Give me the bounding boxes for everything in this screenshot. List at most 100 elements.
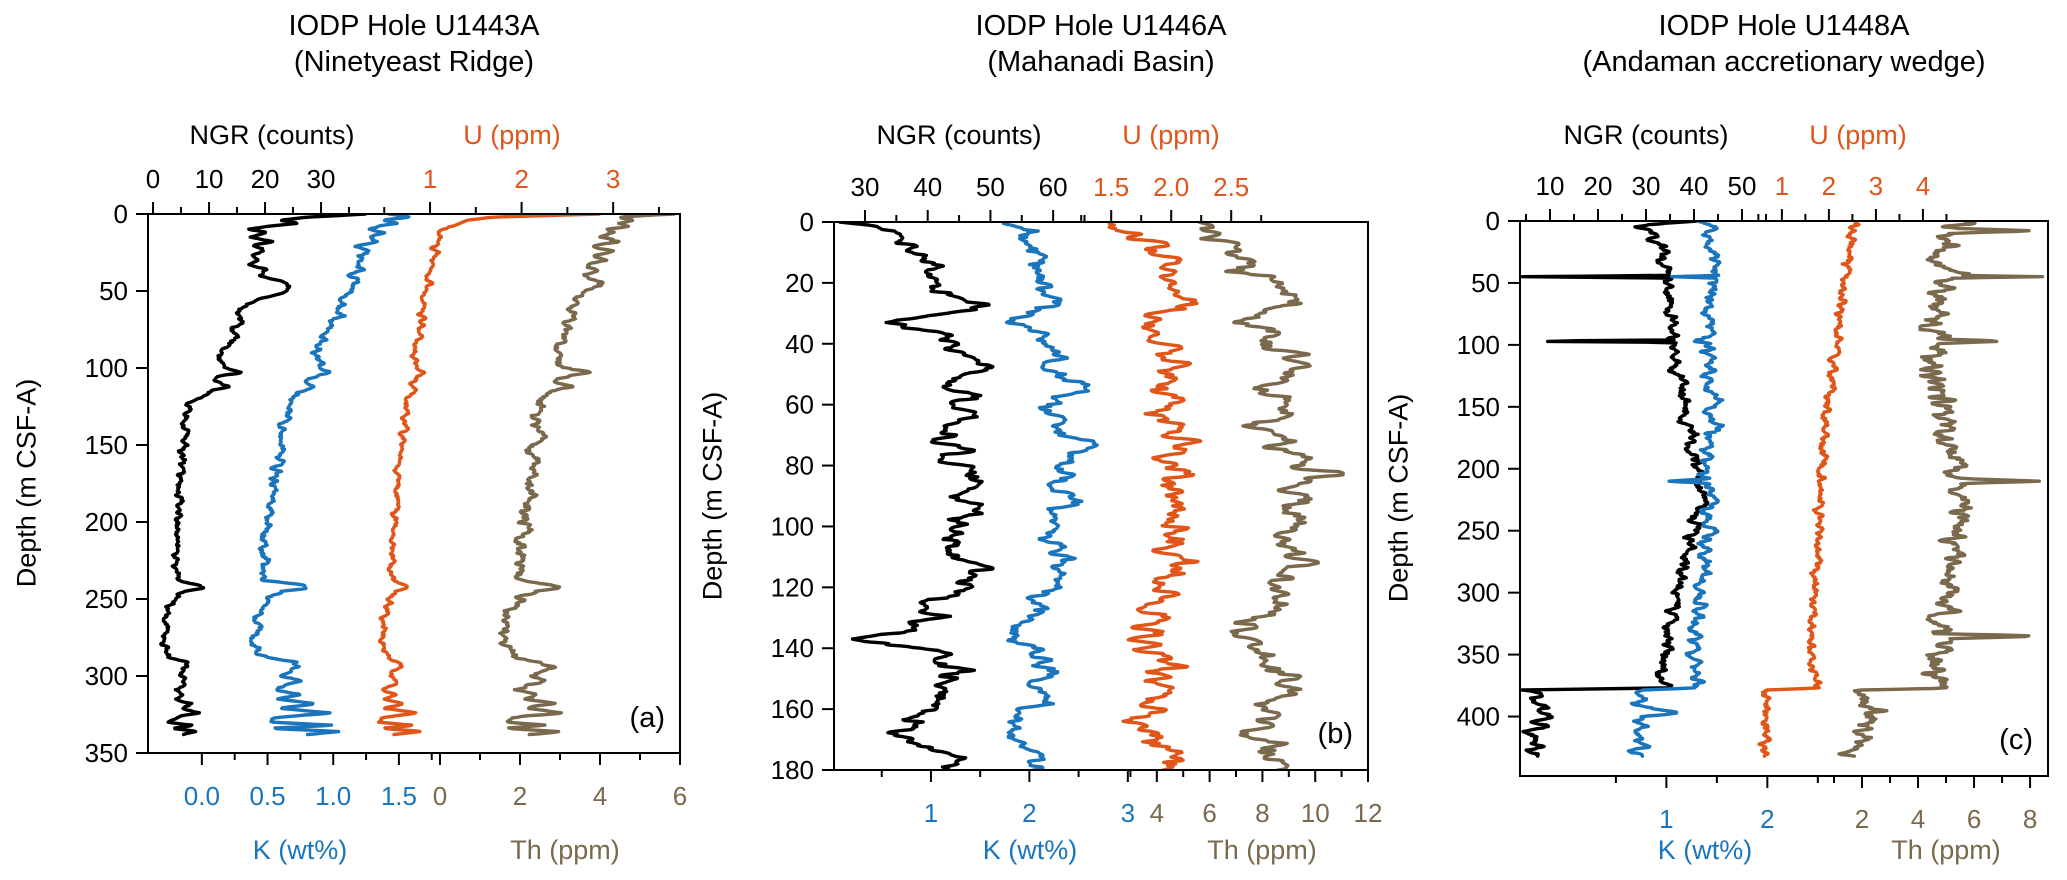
panel-a-depth-axis-label: Depth (m CSF-A) bbox=[11, 378, 42, 588]
axis-tick-label: 50 bbox=[976, 172, 1005, 202]
axis-tick-label: 1 bbox=[924, 798, 938, 828]
axis-tick-label: 30 bbox=[851, 172, 880, 202]
depth-tick-label: 300 bbox=[85, 661, 128, 691]
axis-tick-label: 8 bbox=[1255, 798, 1269, 828]
axis-tick-label: 10 bbox=[1536, 171, 1565, 201]
axis-tick-label: 40 bbox=[913, 172, 942, 202]
axis-tick-label: 2 bbox=[514, 164, 528, 194]
depth-tick-label: 140 bbox=[771, 633, 814, 663]
axis-tick-label: 0.0 bbox=[184, 781, 220, 811]
panel-a-frame bbox=[147, 213, 681, 754]
depth-tick-label: 40 bbox=[785, 329, 814, 359]
axis-tick-label: 6 bbox=[1202, 798, 1216, 828]
panel-c-u-axis-label: U (ppm) bbox=[1809, 120, 1907, 150]
depth-tick-label: 200 bbox=[85, 507, 128, 537]
panel-b-ngr-axis-label: NGR (counts) bbox=[876, 120, 1042, 150]
depth-tick-label: 250 bbox=[1457, 516, 1500, 546]
axis-tick-label: 8 bbox=[2023, 804, 2037, 834]
panel-b-depth-axis-label: Depth (m CSF-A) bbox=[697, 391, 728, 601]
axis-tick-label: 0 bbox=[146, 164, 160, 194]
panel-a-u-axis-label: U (ppm) bbox=[463, 120, 561, 150]
panel-a-th-axis-label: Th (ppm) bbox=[510, 835, 620, 865]
depth-tick-label: 100 bbox=[771, 511, 814, 541]
depth-tick-label: 20 bbox=[785, 268, 814, 298]
depth-tick-label: 150 bbox=[1457, 392, 1500, 422]
axis-tick-label: 3 bbox=[606, 164, 620, 194]
axis-tick-label: 2.0 bbox=[1153, 172, 1189, 202]
axis-tick-label: 3 bbox=[1869, 171, 1883, 201]
depth-tick-label: 0 bbox=[114, 199, 128, 229]
panel-c-frame bbox=[1519, 220, 2049, 777]
axis-tick-label: 10 bbox=[1301, 798, 1330, 828]
series-u-panel-c bbox=[1757, 222, 1861, 758]
depth-tick-label: 350 bbox=[85, 738, 128, 768]
axis-tick-label: 1.5 bbox=[381, 781, 417, 811]
panel-c-depth-axis-label: Depth (m CSF-A) bbox=[1383, 393, 1414, 603]
series-u-panel-a bbox=[376, 215, 601, 737]
panel-a-ngr-axis-label: NGR (counts) bbox=[189, 120, 355, 150]
series-ngr-panel-b bbox=[838, 223, 995, 769]
axis-tick-label: 2.5 bbox=[1213, 172, 1249, 202]
axis-tick-label: 20 bbox=[251, 164, 280, 194]
depth-tick-label: 50 bbox=[1471, 268, 1500, 298]
axis-tick-label: 2 bbox=[513, 781, 527, 811]
series-th-panel-a bbox=[498, 215, 676, 737]
panel-c-corner-label: (c) bbox=[1999, 724, 2033, 756]
axis-tick-label: 40 bbox=[1680, 171, 1709, 201]
axis-tick-label: 30 bbox=[1632, 171, 1661, 201]
panel-b-corner-label: (b) bbox=[1317, 718, 1353, 750]
depth-tick-label: 100 bbox=[85, 353, 128, 383]
depth-tick-label: 400 bbox=[1457, 702, 1500, 732]
panel-b-th-axis-label: Th (ppm) bbox=[1207, 835, 1317, 865]
axis-tick-label: 6 bbox=[673, 781, 687, 811]
depth-tick-label: 50 bbox=[99, 276, 128, 306]
depth-tick-label: 200 bbox=[1457, 454, 1500, 484]
depth-tick-label: 80 bbox=[785, 451, 814, 481]
depth-tick-label: 120 bbox=[771, 572, 814, 602]
panel-b-subtitle: (Mahanadi Basin) bbox=[987, 46, 1215, 78]
depth-tick-label: 150 bbox=[85, 430, 128, 460]
axis-tick-label: 4 bbox=[593, 781, 607, 811]
axis-tick-label: 1.0 bbox=[315, 781, 351, 811]
panel-c-th-axis-label: Th (ppm) bbox=[1891, 835, 2001, 865]
axis-tick-label: 1.5 bbox=[1093, 172, 1129, 202]
series-k-panel-b bbox=[1001, 223, 1099, 769]
depth-tick-label: 60 bbox=[785, 390, 814, 420]
axis-tick-label: 50 bbox=[1728, 171, 1757, 201]
axis-tick-label: 1 bbox=[1775, 171, 1789, 201]
series-k-panel-a bbox=[249, 215, 411, 737]
series-ngr-panel-a bbox=[159, 215, 367, 737]
axis-tick-label: 30 bbox=[307, 164, 336, 194]
series-th-panel-b bbox=[1197, 223, 1345, 769]
axis-tick-label: 20 bbox=[1584, 171, 1613, 201]
axis-tick-label: 10 bbox=[195, 164, 224, 194]
panel-c-subtitle: (Andaman accretionary wedge) bbox=[1582, 46, 1986, 78]
depth-tick-label: 250 bbox=[85, 584, 128, 614]
depth-tick-label: 160 bbox=[771, 694, 814, 724]
series-th-panel-c bbox=[1837, 222, 2045, 758]
depth-tick-label: 180 bbox=[771, 755, 814, 785]
axis-tick-label: 1 bbox=[1659, 804, 1673, 834]
panel-a-corner-label: (a) bbox=[629, 702, 665, 734]
depth-tick-label: 300 bbox=[1457, 578, 1500, 608]
panel-b-title: IODP Hole U1446A bbox=[975, 10, 1227, 42]
depth-tick-label: 0 bbox=[1486, 206, 1500, 236]
series-u-panel-b bbox=[1107, 223, 1203, 769]
axis-tick-label: 4 bbox=[1916, 171, 1930, 201]
panel-c-k-axis-label: K (wt%) bbox=[1657, 835, 1753, 865]
panel-c-ngr-axis-label: NGR (counts) bbox=[1563, 120, 1729, 150]
axis-tick-label: 12 bbox=[1354, 798, 1383, 828]
panel-a-k-axis-label: K (wt%) bbox=[252, 835, 348, 865]
axis-tick-label: 2 bbox=[1855, 804, 1869, 834]
axis-tick-label: 3 bbox=[1121, 798, 1135, 828]
axis-tick-label: 2 bbox=[1022, 798, 1036, 828]
axis-tick-label: 0.5 bbox=[249, 781, 285, 811]
axis-tick-label: 1 bbox=[423, 164, 437, 194]
axis-tick-label: 4 bbox=[1150, 798, 1164, 828]
axis-tick-label: 2 bbox=[1760, 804, 1774, 834]
depth-tick-label: 100 bbox=[1457, 330, 1500, 360]
axis-tick-label: 60 bbox=[1039, 172, 1068, 202]
axis-tick-label: 6 bbox=[1967, 804, 1981, 834]
